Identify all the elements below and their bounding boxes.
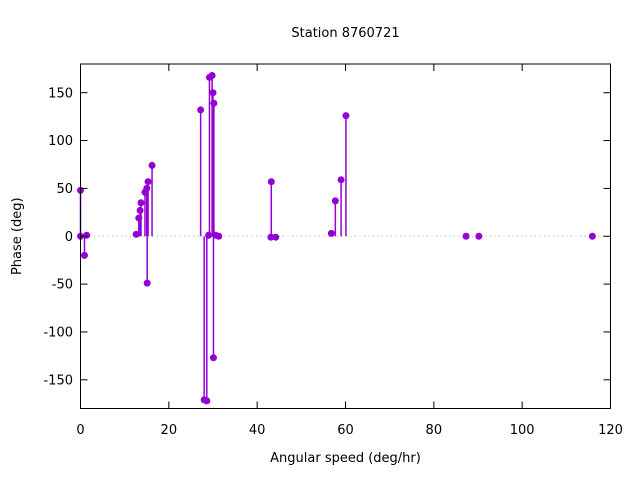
data-point [210, 99, 218, 107]
y-tick-label: -100 [43, 326, 73, 341]
y-tick-label: -50 [52, 278, 73, 293]
data-point [209, 89, 217, 97]
x-tick-label: 80 [426, 423, 443, 438]
data-point [143, 184, 151, 192]
data-point [148, 161, 156, 169]
y-tick-label: 100 [48, 134, 73, 149]
x-tick-label: 40 [249, 423, 266, 438]
data-point [205, 231, 213, 239]
data-point [588, 232, 596, 240]
x-tick-label: 0 [76, 423, 84, 438]
data-point [462, 232, 470, 240]
data-point [475, 232, 483, 240]
y-axis-label: Phase (deg) [10, 197, 25, 275]
data-point [135, 214, 143, 222]
data-point [209, 354, 217, 362]
data-point [327, 229, 335, 237]
x-axis-label: Angular speed (deg/hr) [270, 451, 421, 466]
data-point [203, 397, 211, 405]
x-tick-label: 120 [598, 423, 623, 438]
data-point [143, 279, 151, 287]
y-tick-label: 150 [48, 86, 73, 101]
data-point [272, 233, 280, 241]
y-tick-label: 50 [56, 182, 73, 197]
x-tick-label: 60 [337, 423, 354, 438]
data-point [144, 178, 152, 186]
plot-area: 0 20 40 60 80 100 120 -150 -100 -50 0 50 100 150 [43, 63, 623, 438]
data-point [137, 199, 145, 207]
y-tick-label: 0 [65, 230, 73, 245]
x-tick-label: 20 [161, 423, 178, 438]
data-point [342, 112, 350, 120]
data-point [215, 232, 223, 240]
data-point [337, 176, 345, 184]
chart-title: Station 8760721 [291, 26, 399, 41]
data-point [331, 197, 339, 205]
data-point [267, 178, 275, 186]
data-point [83, 231, 91, 239]
data-point [136, 206, 144, 214]
y-tick-label: -150 [43, 373, 73, 388]
data-point [267, 233, 275, 241]
data-point [197, 106, 205, 114]
x-tick-label: 100 [510, 423, 535, 438]
data-point [80, 251, 88, 259]
data-point [132, 230, 140, 238]
data-point [208, 71, 216, 79]
